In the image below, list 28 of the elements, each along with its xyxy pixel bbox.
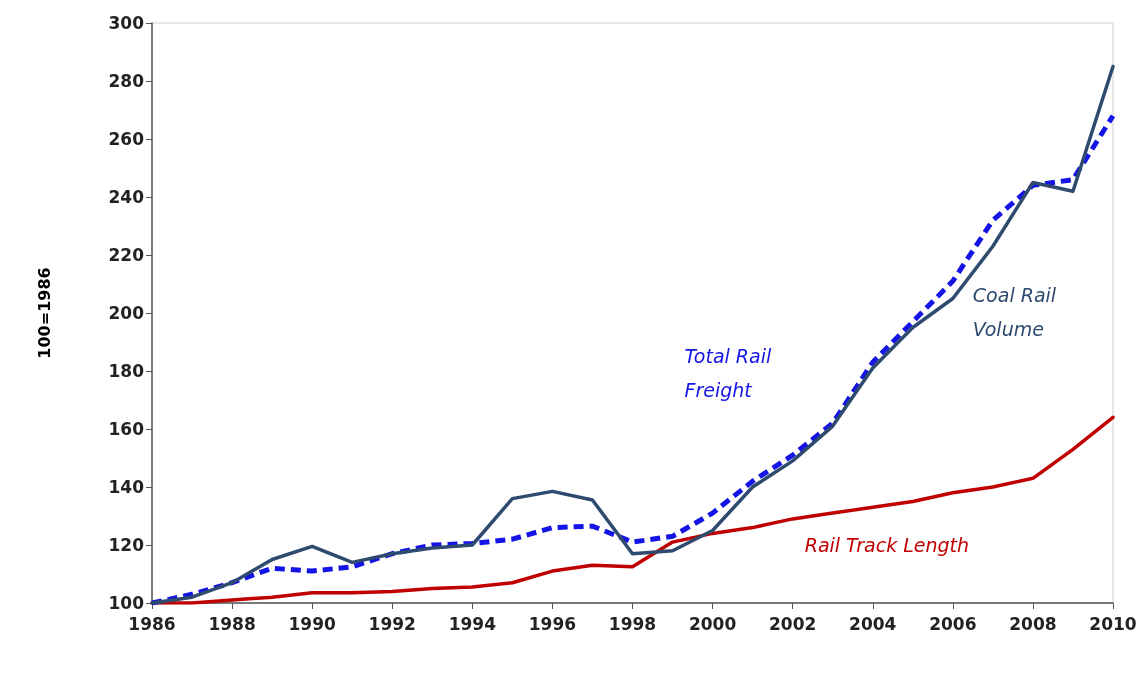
y-tick-label: 120 <box>108 535 145 555</box>
y-tick-label: 300 <box>108 13 145 33</box>
x-tick-label: 2000 <box>688 613 737 634</box>
y-tick-label: 220 <box>108 245 145 265</box>
x-tick-label: 1996 <box>528 613 577 634</box>
series-label: Coal Rail Volume <box>972 284 1063 341</box>
x-tick-label: 1994 <box>448 613 497 634</box>
x-tick-label: 1988 <box>208 613 256 634</box>
y-tick-label: 180 <box>108 361 145 381</box>
text: Total Rail Freight <box>684 345 778 402</box>
x-tick-label: 1986 <box>128 613 176 634</box>
series-label: Rail Track Length <box>804 533 970 556</box>
x-tick-label: 2006 <box>929 613 977 634</box>
x-tick-label: 1992 <box>368 613 416 634</box>
x-tick-label: 2002 <box>769 613 817 634</box>
x-tick-label: 1998 <box>608 613 657 634</box>
x-tick-label: 2008 <box>1009 613 1057 634</box>
y-tick-label: 200 <box>108 303 145 323</box>
x-tick-label: 1990 <box>288 613 336 634</box>
y-tick-label: 280 <box>108 71 145 91</box>
x-tick-label: 2004 <box>849 613 897 634</box>
x-tick-label: 2010 <box>1089 613 1137 634</box>
y-axis-title: 100=1986 <box>34 267 54 359</box>
y-tick-label: 140 <box>108 477 145 497</box>
y-tick-label: 260 <box>108 129 145 149</box>
y-tick-label: 240 <box>108 187 145 207</box>
y-tick-label: 100 <box>108 593 145 613</box>
y-tick-label: 160 <box>108 419 145 439</box>
